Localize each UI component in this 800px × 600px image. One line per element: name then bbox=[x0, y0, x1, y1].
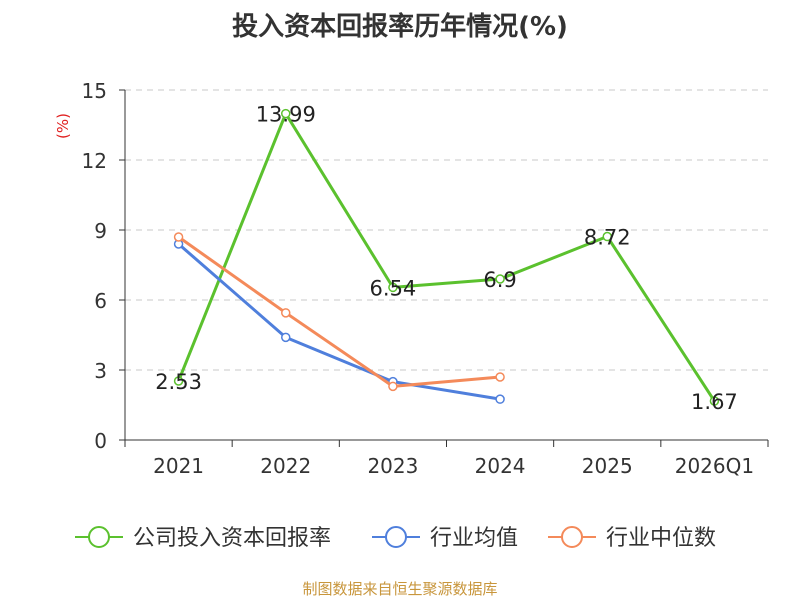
chart-title: 投入资本回报率历年情况(%) bbox=[232, 12, 568, 42]
y-tick-label: 15 bbox=[82, 79, 107, 103]
data-point bbox=[602, 231, 612, 242]
data-label: 8.72 bbox=[584, 226, 631, 250]
y-tick-label: 6 bbox=[94, 289, 107, 313]
legend-marker bbox=[561, 526, 583, 548]
y-tick-label: 12 bbox=[82, 149, 107, 173]
y-axis-label: (%) bbox=[54, 113, 72, 139]
legend-label: 行业均值 bbox=[430, 526, 518, 551]
x-tick-label: 2025 bbox=[582, 454, 633, 478]
series-line-1 bbox=[177, 242, 501, 401]
data-point bbox=[281, 308, 291, 318]
legend-marker bbox=[385, 526, 407, 548]
x-tick-label: 2024 bbox=[475, 454, 526, 478]
series-line-0 bbox=[177, 112, 716, 402]
data-point bbox=[495, 372, 505, 382]
data-label: 13.99 bbox=[256, 103, 316, 127]
data-label: 2.53 bbox=[155, 370, 202, 394]
x-tick-label: 2026Q1 bbox=[675, 454, 754, 478]
y-tick-label: 3 bbox=[94, 359, 107, 383]
data-point bbox=[709, 396, 720, 406]
data-point bbox=[388, 282, 398, 293]
data-point bbox=[281, 108, 291, 119]
y-tick-label: 9 bbox=[94, 219, 107, 243]
data-point bbox=[495, 394, 505, 404]
x-tick-label: 2021 bbox=[153, 454, 204, 478]
legend-marker bbox=[88, 526, 110, 548]
data-point bbox=[173, 376, 184, 386]
x-tick-label: 2023 bbox=[367, 454, 418, 478]
data-label: 6.9 bbox=[483, 268, 516, 292]
data-point bbox=[281, 332, 291, 343]
data-point bbox=[173, 232, 184, 242]
y-tick-label: 0 bbox=[94, 429, 107, 453]
data-point bbox=[495, 274, 505, 284]
legend-label: 行业中位数 bbox=[606, 526, 716, 551]
data-label: 1.67 bbox=[691, 390, 738, 414]
data-point bbox=[388, 381, 398, 392]
data-label: 6.54 bbox=[370, 276, 417, 300]
x-tick-label: 2022 bbox=[260, 454, 311, 478]
legend-label: 公司投入资本回报率 bbox=[133, 526, 331, 551]
source-note: 制图数据来自恒生聚源数据库 bbox=[302, 580, 498, 598]
series-line-2 bbox=[177, 235, 501, 388]
